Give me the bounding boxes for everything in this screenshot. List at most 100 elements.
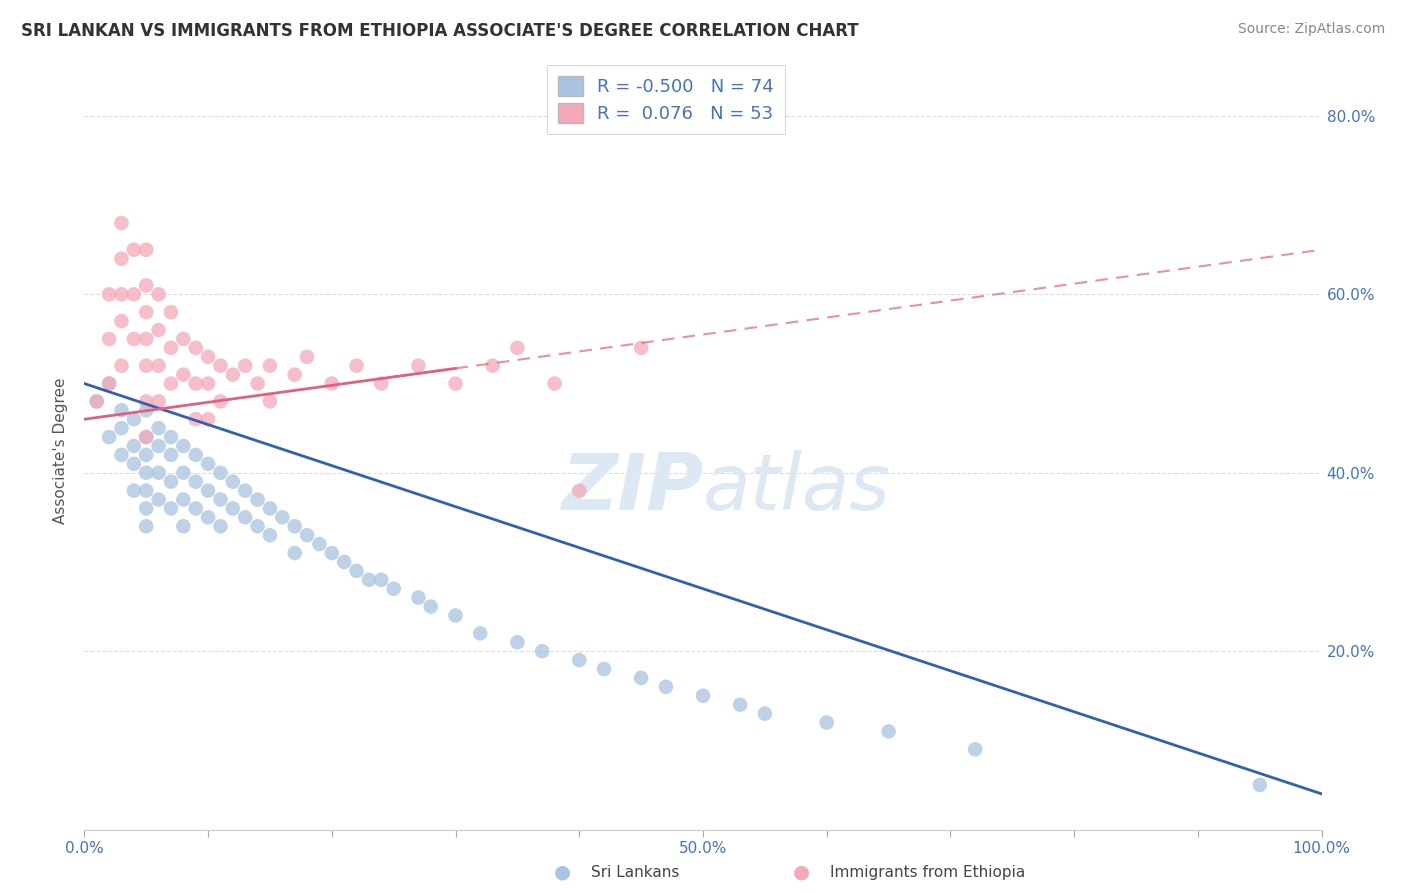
- Point: [259, 359, 281, 373]
- Point: [135, 394, 157, 409]
- Point: [135, 332, 157, 346]
- Point: [110, 448, 132, 462]
- Point: [98, 376, 121, 391]
- Point: [135, 430, 157, 444]
- Point: [568, 653, 591, 667]
- Point: [160, 430, 183, 444]
- Point: [135, 501, 157, 516]
- Point: [160, 376, 183, 391]
- Text: Sri Lankans: Sri Lankans: [591, 865, 679, 880]
- Point: [110, 252, 132, 266]
- Point: [148, 287, 170, 301]
- Point: [321, 546, 343, 560]
- Point: [408, 359, 430, 373]
- Point: [408, 591, 430, 605]
- Point: [184, 501, 207, 516]
- Point: [259, 501, 281, 516]
- Point: [754, 706, 776, 721]
- Point: [965, 742, 987, 756]
- Point: [122, 457, 145, 471]
- Text: ZIP: ZIP: [561, 450, 703, 526]
- Point: [444, 608, 467, 623]
- Point: [184, 475, 207, 489]
- Point: [135, 359, 157, 373]
- Point: [233, 510, 256, 524]
- Point: [122, 439, 145, 453]
- Point: [222, 501, 245, 516]
- Point: [568, 483, 591, 498]
- Point: [593, 662, 616, 676]
- Point: [148, 359, 170, 373]
- Point: [172, 332, 194, 346]
- Point: [370, 573, 392, 587]
- Point: [295, 528, 318, 542]
- Point: [382, 582, 405, 596]
- Point: [135, 430, 157, 444]
- Point: [172, 368, 194, 382]
- Point: [246, 519, 269, 533]
- Text: ●: ●: [554, 863, 571, 882]
- Point: [86, 394, 108, 409]
- Point: [148, 323, 170, 337]
- Point: [877, 724, 900, 739]
- Point: [222, 368, 245, 382]
- Point: [98, 287, 121, 301]
- Point: [135, 305, 157, 319]
- Point: [160, 448, 183, 462]
- Point: [815, 715, 838, 730]
- Point: [135, 466, 157, 480]
- Point: [284, 368, 307, 382]
- Point: [209, 359, 232, 373]
- Point: [259, 394, 281, 409]
- Point: [184, 412, 207, 426]
- Text: SRI LANKAN VS IMMIGRANTS FROM ETHIOPIA ASSOCIATE'S DEGREE CORRELATION CHART: SRI LANKAN VS IMMIGRANTS FROM ETHIOPIA A…: [21, 22, 859, 40]
- Point: [110, 314, 132, 328]
- Y-axis label: Associate's Degree: Associate's Degree: [53, 377, 69, 524]
- Point: [333, 555, 356, 569]
- Point: [630, 341, 652, 355]
- Point: [122, 412, 145, 426]
- Point: [122, 243, 145, 257]
- Point: [197, 510, 219, 524]
- Point: [98, 332, 121, 346]
- Point: [122, 332, 145, 346]
- Text: ●: ●: [793, 863, 810, 882]
- Point: [271, 510, 294, 524]
- Point: [246, 492, 269, 507]
- Point: [470, 626, 492, 640]
- Point: [506, 341, 529, 355]
- Point: [209, 492, 232, 507]
- Point: [197, 457, 219, 471]
- Point: [357, 573, 380, 587]
- Point: [172, 439, 194, 453]
- Point: [1249, 778, 1271, 792]
- Point: [160, 305, 183, 319]
- Point: [184, 448, 207, 462]
- Point: [148, 421, 170, 435]
- Point: [110, 421, 132, 435]
- Point: [630, 671, 652, 685]
- Point: [506, 635, 529, 649]
- Point: [531, 644, 554, 658]
- Point: [197, 376, 219, 391]
- Point: [172, 492, 194, 507]
- Point: [370, 376, 392, 391]
- Point: [148, 492, 170, 507]
- Point: [444, 376, 467, 391]
- Point: [110, 359, 132, 373]
- Point: [122, 287, 145, 301]
- Point: [346, 564, 368, 578]
- Point: [122, 483, 145, 498]
- Point: [160, 475, 183, 489]
- Point: [172, 519, 194, 533]
- Point: [197, 412, 219, 426]
- Point: [692, 689, 714, 703]
- Point: [160, 341, 183, 355]
- Point: [98, 430, 121, 444]
- Point: [346, 359, 368, 373]
- Point: [222, 475, 245, 489]
- Point: [543, 376, 565, 391]
- Point: [655, 680, 678, 694]
- Point: [148, 439, 170, 453]
- Text: atlas: atlas: [703, 450, 891, 526]
